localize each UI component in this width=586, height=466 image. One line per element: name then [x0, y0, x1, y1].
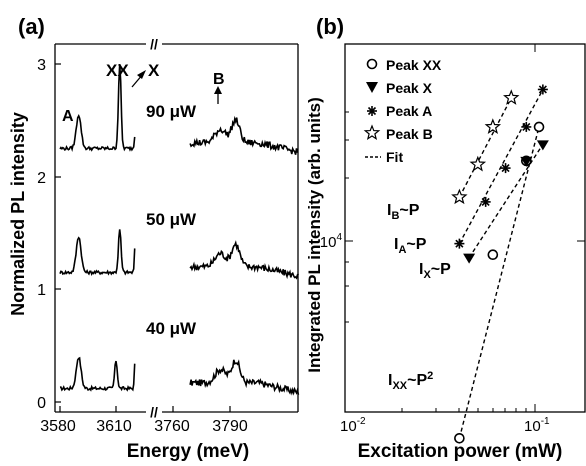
spectrum-left-2	[59, 63, 136, 153]
legend-label-fit: Fit	[386, 149, 403, 165]
spectrum-left-1	[59, 229, 136, 276]
power-label-90: 90 μW	[146, 102, 197, 121]
spectrum-right-0	[189, 359, 300, 396]
marker-asterisk-1	[480, 196, 491, 207]
marker-circle-3	[533, 121, 545, 133]
power-label-40: 40 μW	[146, 319, 197, 338]
arrow-X-head	[137, 70, 146, 79]
ytick-1e4: 104	[320, 232, 343, 251]
marker-star-3	[503, 89, 520, 105]
annotation-X: X	[148, 61, 160, 80]
marker-star-0	[451, 188, 468, 205]
spectrum-left-0	[59, 356, 136, 392]
panel-b-ylabel: Integrated PL intensity (arb. units)	[305, 97, 324, 373]
annotation-A: A	[62, 108, 74, 125]
xtick-3610: 3610	[96, 418, 132, 435]
legend-label-b: Peak B	[386, 126, 433, 142]
ytick-1: 1	[37, 282, 46, 299]
marker-asterisk-2	[500, 163, 511, 174]
fit-line-2	[458, 89, 544, 244]
spectrum-right-2	[189, 115, 299, 155]
xtick-3760: 3760	[154, 418, 190, 435]
xtick-3580: 3580	[40, 418, 76, 435]
annotation-XX: XX	[106, 61, 129, 80]
legend: Peak XX Peak X Peak A Peak B Fit	[363, 57, 442, 165]
panel-b-label: (b)	[316, 14, 344, 39]
xtick-1e-1: 10-1	[524, 416, 550, 435]
marker-asterisk-4	[537, 84, 548, 95]
panel-b-frame	[344, 43, 586, 413]
fit-line-1	[468, 143, 544, 259]
legend-marker-a	[367, 106, 377, 116]
break-mark-bottom: //	[150, 404, 158, 420]
ytick-2: 2	[37, 170, 46, 187]
marker-circle-0	[454, 432, 465, 444]
panel-b-ticks	[345, 44, 585, 412]
fit-label-XX: IXX~P2	[388, 370, 433, 392]
legend-label-xx: Peak XX	[386, 57, 442, 73]
panel-a-label: (a)	[18, 14, 45, 39]
arrow-B-head	[214, 86, 222, 94]
break-mark-top: //	[150, 36, 158, 52]
marker-circle-1	[487, 249, 499, 261]
markers-group	[451, 84, 549, 444]
panel-a-xticks	[59, 406, 231, 412]
xtick-3790: 3790	[212, 418, 248, 435]
panel-a-yticks	[55, 63, 61, 403]
marker-asterisk-0	[454, 238, 465, 249]
marker-star-1	[469, 155, 487, 172]
ytick-3: 3	[37, 57, 46, 74]
marker-star-2	[484, 118, 502, 134]
legend-marker-x	[366, 82, 378, 93]
fit-label-X: IX~P	[419, 261, 451, 281]
legend-label-x: Peak X	[386, 80, 433, 96]
fit-line-0	[458, 126, 540, 439]
marker-asterisk-3	[521, 121, 532, 132]
power-label-50: 50 μW	[146, 210, 197, 229]
legend-marker-xx	[366, 58, 378, 70]
panel-a-ylabel: Normalized PL intensity	[8, 112, 28, 316]
marker-triangle-down-0	[463, 253, 476, 264]
spectra-group	[59, 63, 300, 396]
marker-triangle-down-2	[536, 140, 549, 151]
spectrum-right-1	[189, 240, 300, 280]
annotation-B: B	[213, 71, 225, 88]
fit-label-A: IA~P	[394, 236, 427, 256]
fit-label-B: IB~P	[387, 202, 420, 222]
legend-label-a: Peak A	[386, 103, 432, 119]
marker-triangle-down-1	[520, 156, 533, 167]
ytick-0: 0	[37, 395, 46, 412]
xtick-1e-2: 10-2	[340, 416, 366, 435]
panel-b-xlabel: Excitation power (mW)	[358, 441, 563, 462]
fit-lines-group	[458, 89, 544, 439]
panel-a-xlabel: Energy (meV)	[127, 441, 249, 462]
legend-marker-b	[363, 124, 381, 141]
fit-line-3	[458, 97, 512, 198]
